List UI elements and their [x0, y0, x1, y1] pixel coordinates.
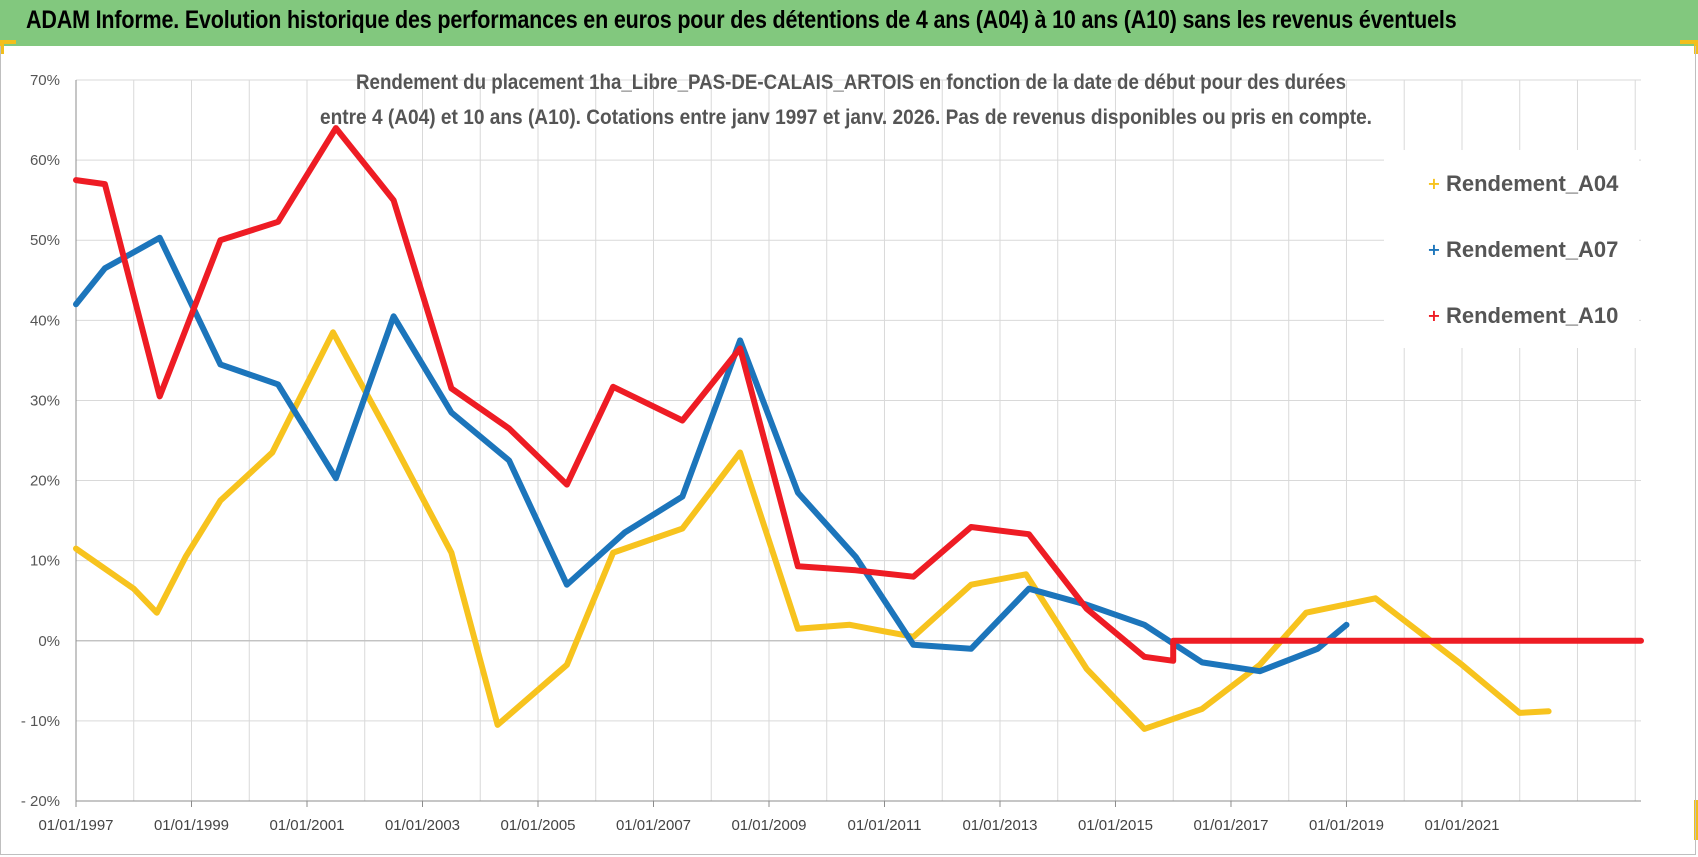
y-tick-label: 10% [30, 553, 60, 570]
series-lines [73, 125, 1644, 732]
x-tick-label: 01/01/2007 [616, 817, 691, 834]
subtitle-line-2: entre 4 (A04) et 10 ans (A10). Cotations… [320, 106, 1372, 129]
y-tick-label: 70% [30, 72, 60, 89]
legend-marker: + [1427, 306, 1440, 325]
x-tick-label: 01/01/2013 [962, 817, 1037, 834]
legend-box [1384, 150, 1639, 348]
legend-label: Rendement_A07 [1446, 237, 1618, 262]
x-tick-label: 01/01/2009 [731, 817, 806, 834]
x-tick-label: 01/01/2021 [1424, 817, 1499, 834]
legend-label: Rendement_A04 [1446, 171, 1619, 196]
x-tick-label: 01/01/2001 [269, 817, 344, 834]
y-tick-label: 40% [30, 312, 60, 329]
y-tick-label: 50% [30, 232, 60, 249]
chart-frame [0, 46, 1696, 855]
page-title: ADAM Informe. Evolution historique des p… [26, 6, 1457, 34]
series-line-rendement-a10 [73, 125, 1644, 664]
x-tick-label: 01/01/2005 [500, 817, 575, 834]
y-tick-label: - 20% [21, 793, 60, 810]
x-tick-label: 01/01/2011 [848, 817, 922, 834]
corner-accent-top-left-vertical [0, 40, 4, 54]
corner-accent-top-left [0, 40, 16, 44]
x-tick-label: 01/01/2003 [385, 817, 460, 834]
subtitle-line-1: Rendement du placement 1ha_Libre_PAS-DE-… [356, 71, 1346, 94]
legend-marker: + [1427, 174, 1440, 193]
x-tick-label: 01/01/2017 [1193, 817, 1268, 834]
legend: + Rendement_A04 + Rendement_A07 + Rendement_A… [1384, 150, 1639, 348]
y-tick-label: 60% [30, 152, 60, 169]
series-line-rendement-a07 [73, 234, 1350, 675]
corner-accent-bottom-right [1694, 800, 1698, 840]
chart-subtitle: Rendement du placement 1ha_Libre_PAS-DE-… [320, 71, 1372, 129]
y-tick-label: - 10% [21, 713, 60, 730]
x-tick-label: 01/01/1999 [154, 817, 229, 834]
axes: 70% 60% 50% 40% 30% 20% 10% 0% - 10% - 20% 01/01/1… [21, 72, 1641, 834]
x-tick-label: 01/01/1997 [38, 817, 113, 834]
legend-label: Rendement_A10 [1446, 303, 1618, 328]
y-tick-label: 20% [30, 473, 60, 490]
x-tick-label: 01/01/2015 [1078, 817, 1153, 834]
series-line-rendement-a04 [73, 329, 1552, 732]
title-banner: ADAM Informe. Evolution historique des p… [0, 0, 1698, 46]
corner-accent-top-right [1680, 40, 1698, 44]
y-tick-label: 0% [38, 633, 60, 650]
y-tick-label: 30% [30, 392, 60, 409]
x-tick-label: 01/01/2019 [1309, 817, 1384, 834]
legend-marker: + [1427, 240, 1440, 259]
corner-accent-top-right-vertical [1694, 40, 1698, 54]
